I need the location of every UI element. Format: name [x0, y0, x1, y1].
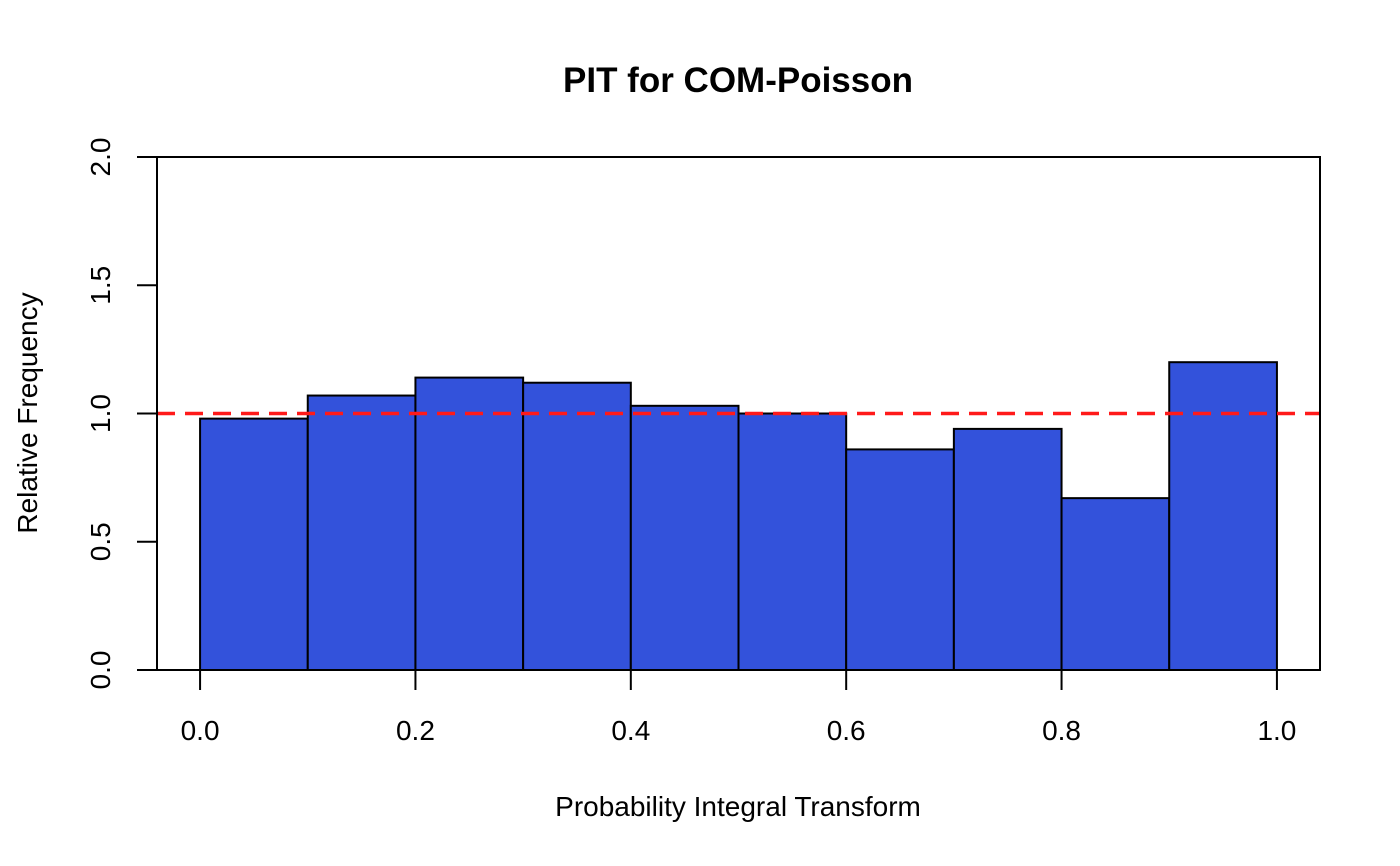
- histogram-bar: [522, 381, 632, 671]
- y-tick-label: 0.5: [85, 522, 116, 561]
- y-tick-label: 1.0: [85, 394, 116, 433]
- x-tick-label: 0.6: [827, 715, 866, 746]
- histogram-bar: [952, 427, 1063, 672]
- x-tick-label: 1.0: [1257, 715, 1296, 746]
- histogram-bar: [306, 394, 417, 671]
- chart-title: PIT for COM-Poisson: [563, 61, 913, 100]
- histogram-bar: [737, 412, 848, 671]
- histogram-bar: [199, 417, 309, 671]
- y-tick-label: 1.5: [85, 266, 116, 305]
- x-tick-label: 0.2: [396, 715, 435, 746]
- histogram-bars: [199, 361, 1278, 672]
- histogram-bar: [845, 448, 955, 671]
- x-tick-label: 0.0: [181, 715, 220, 746]
- y-tick-label: 2.0: [85, 138, 116, 177]
- y-axis: 0.0 0.5 1.0 1.5 2.0: [85, 138, 158, 690]
- histogram-bar: [414, 376, 525, 671]
- x-tick-label: 0.8: [1042, 715, 1081, 746]
- x-tick-label: 0.4: [611, 715, 650, 746]
- histogram-bar: [1168, 361, 1278, 671]
- y-tick-label: 0.0: [85, 651, 116, 690]
- histogram-bar: [1060, 497, 1171, 671]
- histogram-bar: [629, 404, 740, 671]
- x-axis: 0.0 0.2 0.4 0.6 0.8 1.0: [181, 669, 1296, 746]
- x-axis-title: Probability Integral Transform: [555, 791, 921, 822]
- y-axis-title: Relative Frequency: [12, 292, 43, 533]
